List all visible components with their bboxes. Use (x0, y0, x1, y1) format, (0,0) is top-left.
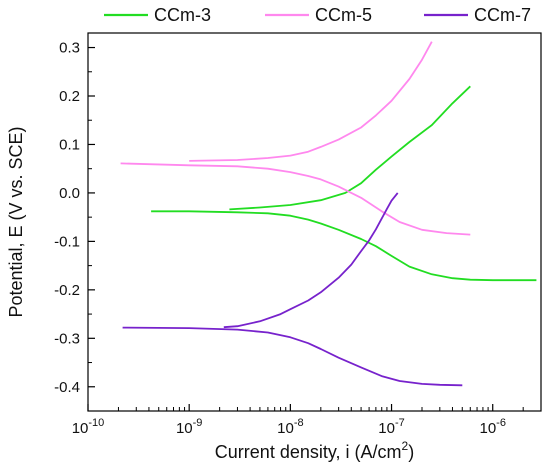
x-tick-label: 10-10 (72, 417, 105, 437)
series-CCm-5 (120, 41, 471, 236)
legend: CCm-3 CCm-5 CCm-7 (104, 5, 531, 25)
x-tick-base: 10 (378, 420, 395, 437)
x-axis-title-main: Current density, i (A/cm (215, 442, 402, 462)
x-tick-exponent: -10 (88, 417, 104, 429)
series-CCm-3 (151, 85, 537, 282)
y-tick-label: 0.1 (59, 136, 80, 153)
series-line-anodic (223, 192, 399, 329)
y-tick-label: -0.1 (54, 233, 80, 250)
x-tick-base: 10 (176, 420, 193, 437)
y-tick-label: -0.2 (54, 282, 80, 299)
x-tick-exponent: -9 (193, 417, 203, 429)
series-line-cathodic (120, 162, 471, 236)
x-tick-label: 10-9 (176, 417, 202, 437)
y-axis-title: Potential, E (V vs. SCE) (6, 126, 26, 317)
x-tick-base: 10 (277, 420, 294, 437)
series-line-cathodic (151, 210, 537, 282)
y-axis: 0.3 0.2 0.1 0.0 -0.1 -0.2 -0.3 -0.4 (54, 40, 95, 412)
legend-label: CCm-5 (315, 5, 372, 25)
x-axis-title-tail: ) (408, 442, 414, 462)
y-tick-label: 0.3 (59, 40, 80, 57)
y-tick-label: -0.4 (54, 379, 80, 396)
plot-lines (120, 41, 537, 387)
legend-label: CCm-7 (474, 5, 531, 25)
x-tick-base: 10 (479, 420, 496, 437)
series-line-anodic (189, 41, 433, 162)
legend-item: CCm-3 (104, 5, 211, 25)
x-axis: 10-10 10-9 10-8 10-7 10-6 (72, 404, 542, 437)
plot-frame (87, 32, 542, 412)
x-axis-title-sup: 2 (402, 439, 409, 453)
x-axis-title: Current density, i (A/cm2) (215, 439, 414, 462)
series-line-anodic (229, 85, 471, 211)
series-CCm-7 (122, 192, 463, 387)
x-tick-exponent: -7 (395, 417, 405, 429)
y-tick-label: 0.2 (59, 88, 80, 105)
x-tick-label: 10-6 (479, 417, 505, 437)
legend-label: CCm-3 (154, 5, 211, 25)
x-tick-base: 10 (72, 420, 89, 437)
series-line-cathodic (122, 326, 463, 387)
x-tick-label: 10-7 (378, 417, 404, 437)
y-tick-label: 0.0 (59, 185, 80, 202)
legend-item: CCm-7 (424, 5, 531, 25)
x-tick-label: 10-8 (277, 417, 303, 437)
x-tick-exponent: -6 (496, 417, 506, 429)
legend-item: CCm-5 (265, 5, 372, 25)
x-tick-exponent: -8 (294, 417, 304, 429)
y-tick-label: -0.3 (54, 330, 80, 347)
